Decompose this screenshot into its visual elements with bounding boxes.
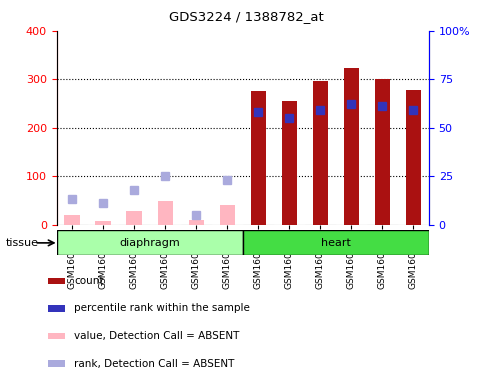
Bar [406, 90, 421, 225]
Text: count: count [74, 276, 104, 286]
Bar [48, 361, 66, 367]
Text: value, Detection Call = ABSENT: value, Detection Call = ABSENT [74, 331, 240, 341]
Bar [375, 79, 390, 225]
Bar [282, 101, 297, 225]
Text: GDS3224 / 1388782_at: GDS3224 / 1388782_at [169, 10, 324, 23]
Bar [48, 305, 66, 311]
Bar [243, 230, 429, 255]
Bar [344, 68, 359, 225]
Text: diaphragm: diaphragm [119, 238, 180, 248]
Bar [157, 201, 173, 225]
Bar [250, 91, 266, 225]
Bar [48, 333, 66, 339]
Text: tissue: tissue [6, 238, 39, 248]
Text: percentile rank within the sample: percentile rank within the sample [74, 303, 250, 313]
Bar [127, 211, 142, 225]
Text: rank, Detection Call = ABSENT: rank, Detection Call = ABSENT [74, 359, 235, 369]
Text: heart: heart [321, 238, 351, 248]
Bar [65, 215, 80, 225]
Bar [219, 205, 235, 225]
Bar [313, 81, 328, 225]
Bar [96, 221, 111, 225]
Bar [48, 278, 66, 284]
Bar [57, 230, 243, 255]
Bar [188, 220, 204, 225]
